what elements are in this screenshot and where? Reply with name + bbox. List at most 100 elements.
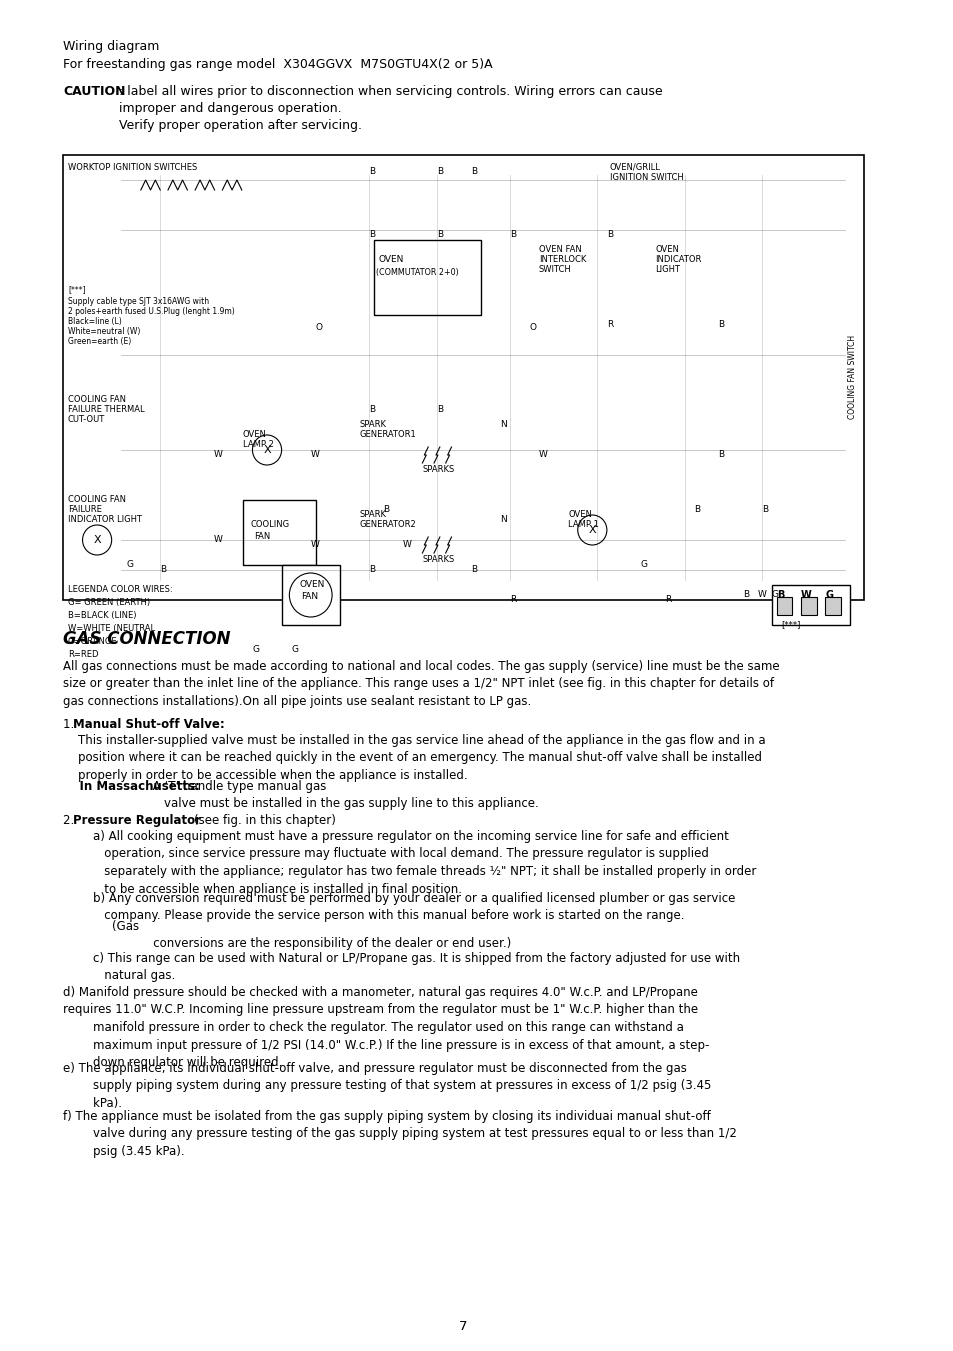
Text: OVEN: OVEN <box>655 245 679 254</box>
Text: SPARKS: SPARKS <box>422 465 455 474</box>
Text: O: O <box>529 323 536 332</box>
Text: [***]: [***] <box>781 620 801 630</box>
Text: IGNITION SWITCH: IGNITION SWITCH <box>609 173 683 182</box>
Text: LAMP 2: LAMP 2 <box>242 440 274 449</box>
Bar <box>242 500 315 565</box>
Text: 1.: 1. <box>63 717 78 731</box>
Text: X: X <box>588 526 596 535</box>
Text: LIGHT: LIGHT <box>655 265 679 274</box>
Text: B: B <box>436 230 442 239</box>
Text: A ‘T’ handle type manual gas
    valve must be installed in the gas supply line : A ‘T’ handle type manual gas valve must … <box>149 780 537 811</box>
Text: CAUTION: CAUTION <box>63 85 126 99</box>
Bar <box>63 155 863 600</box>
Bar <box>776 597 792 615</box>
Text: COOLING FAN: COOLING FAN <box>68 494 126 504</box>
Text: COOLING FAN SWITCH: COOLING FAN SWITCH <box>847 335 856 419</box>
Bar <box>374 240 480 315</box>
Text: c) This range can be used with Natural or LP/Propane gas. It is shipped from the: c) This range can be used with Natural o… <box>63 952 740 982</box>
Text: (see fig. in this chapter): (see fig. in this chapter) <box>194 815 335 827</box>
Text: B: B <box>776 590 783 600</box>
Bar <box>281 565 339 626</box>
Text: B: B <box>761 505 767 513</box>
Text: For freestanding gas range model  X304GGVX  M7S0GTU4X(2 or 5)A: For freestanding gas range model X304GGV… <box>63 58 493 72</box>
Text: X: X <box>263 444 271 455</box>
Text: (Gas
           conversions are the responsibility of the dealer or end user.): (Gas conversions are the responsibility … <box>112 920 511 951</box>
Text: B: B <box>606 230 613 239</box>
Text: OVEN: OVEN <box>378 255 404 263</box>
Text: LEGENDA COLOR WIRES:: LEGENDA COLOR WIRES: <box>68 585 172 594</box>
Text: B: B <box>471 565 476 574</box>
Text: Supply cable type SJT 3x16AWG with: Supply cable type SJT 3x16AWG with <box>68 297 209 305</box>
Text: R: R <box>664 594 671 604</box>
Text: N: N <box>499 420 506 430</box>
Text: B: B <box>383 505 389 513</box>
Text: Green=earth (E): Green=earth (E) <box>68 336 132 346</box>
Text: White=neutral (W): White=neutral (W) <box>68 327 140 336</box>
Text: B: B <box>742 590 748 598</box>
Text: INDICATOR: INDICATOR <box>655 255 701 263</box>
Text: B: B <box>694 505 700 513</box>
Text: X: X <box>93 535 101 544</box>
Text: f) The appliance must be isolated from the gas supply piping system by closing i: f) The appliance must be isolated from t… <box>63 1111 737 1158</box>
Text: FAILURE THERMAL: FAILURE THERMAL <box>68 405 145 413</box>
Text: R: R <box>606 320 613 330</box>
Text: FAN: FAN <box>254 532 271 540</box>
Text: G: G <box>126 561 133 569</box>
Text: W: W <box>213 450 222 459</box>
Text: INDICATOR LIGHT: INDICATOR LIGHT <box>68 515 142 524</box>
Text: B: B <box>471 168 476 176</box>
Text: B: B <box>509 230 516 239</box>
Text: O: O <box>315 323 322 332</box>
Text: SPARKS: SPARKS <box>422 555 455 563</box>
Text: W: W <box>311 450 319 459</box>
Text: COOLING: COOLING <box>251 520 290 530</box>
Text: a) All cooking equipment must have a pressure regulator on the incoming service : a) All cooking equipment must have a pre… <box>63 830 756 896</box>
Text: 7: 7 <box>458 1320 467 1333</box>
Text: W: W <box>538 450 547 459</box>
Text: G: G <box>640 561 647 569</box>
Text: B: B <box>369 405 375 413</box>
Text: W: W <box>213 535 222 544</box>
Text: B: B <box>369 565 375 574</box>
Text: (COMMUTATOR 2+0): (COMMUTATOR 2+0) <box>375 267 458 277</box>
Text: W: W <box>311 540 319 549</box>
Text: N: N <box>499 515 506 524</box>
Text: O=ORANGE: O=ORANGE <box>68 638 117 646</box>
Text: G= GREEN (EARTH): G= GREEN (EARTH) <box>68 598 150 607</box>
Text: SPARK: SPARK <box>359 420 386 430</box>
Text: G: G <box>824 590 833 600</box>
Text: GENERATOR1: GENERATOR1 <box>359 430 416 439</box>
Text: OVEN: OVEN <box>298 580 324 589</box>
Text: W: W <box>402 540 412 549</box>
Text: R=RED: R=RED <box>68 650 98 659</box>
Bar <box>801 597 816 615</box>
Text: All gas connections must be made according to national and local codes. The gas : All gas connections must be made accordi… <box>63 661 779 708</box>
Text: B: B <box>718 450 724 459</box>
Bar <box>824 597 840 615</box>
Text: 2.: 2. <box>63 815 78 827</box>
Text: B: B <box>436 168 442 176</box>
Text: Pressure Regulator: Pressure Regulator <box>72 815 201 827</box>
Text: 2 poles+earth fused U.S.Plug (lenght 1.9m): 2 poles+earth fused U.S.Plug (lenght 1.9… <box>68 307 234 316</box>
Text: WORKTOP IGNITION SWITCHES: WORKTOP IGNITION SWITCHES <box>68 163 197 172</box>
Text: B=BLACK (LINE): B=BLACK (LINE) <box>68 611 136 620</box>
Text: e) The appliance, its individuai shut-off valve, and pressure regulator must be : e) The appliance, its individuai shut-of… <box>63 1062 711 1111</box>
Text: B: B <box>436 405 442 413</box>
Text: FAILURE: FAILURE <box>68 505 102 513</box>
Text: G: G <box>253 644 259 654</box>
Text: W=WHITE (NEUTRAL: W=WHITE (NEUTRAL <box>68 624 155 634</box>
Text: B: B <box>369 230 375 239</box>
Text: OVEN FAN: OVEN FAN <box>538 245 581 254</box>
Text: COOLING FAN: COOLING FAN <box>68 394 126 404</box>
Text: GAS CONNECTION: GAS CONNECTION <box>63 630 231 648</box>
Text: Black=line (L): Black=line (L) <box>68 317 122 326</box>
Text: G: G <box>771 590 779 598</box>
Text: R: R <box>509 594 516 604</box>
Text: INTERLOCK: INTERLOCK <box>538 255 586 263</box>
Text: : label all wires prior to disconnection when servicing controls. Wiring errors : : label all wires prior to disconnection… <box>119 85 662 132</box>
Text: B: B <box>718 320 724 330</box>
Text: CUT-OUT: CUT-OUT <box>68 415 105 424</box>
Text: B: B <box>160 565 166 574</box>
Text: SPARK: SPARK <box>359 509 386 519</box>
Text: SWITCH: SWITCH <box>538 265 571 274</box>
